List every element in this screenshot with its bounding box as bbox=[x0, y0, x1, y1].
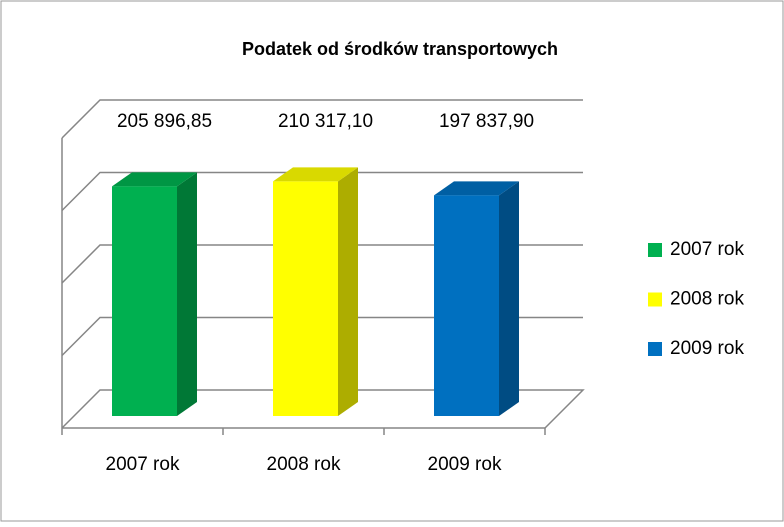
bar bbox=[273, 181, 338, 416]
bar-side bbox=[499, 181, 519, 416]
grid-line bbox=[61, 171, 583, 212]
legend-label: 2007 rok bbox=[670, 239, 744, 260]
legend-swatch bbox=[648, 243, 662, 257]
grid-line bbox=[61, 316, 583, 357]
data-label: 197 837,90 bbox=[439, 111, 534, 132]
legend-label: 2008 rok bbox=[670, 289, 744, 310]
bar-side bbox=[338, 167, 358, 416]
data-label: 205 896,85 bbox=[117, 111, 212, 132]
bar-side bbox=[177, 172, 197, 416]
legend-swatch bbox=[648, 292, 662, 307]
data-label: 210 317,10 bbox=[278, 111, 373, 132]
grid-line bbox=[61, 99, 583, 139]
bar-top bbox=[434, 181, 519, 196]
bar bbox=[112, 186, 177, 416]
chart-title: Podatek od środków transportowych bbox=[242, 39, 558, 59]
grid-line bbox=[61, 244, 583, 284]
bar-top bbox=[112, 172, 197, 187]
x-tick-label: 2007 rok bbox=[106, 454, 180, 475]
legend-swatch bbox=[648, 342, 662, 356]
bar bbox=[434, 195, 499, 416]
legend-label: 2009 rok bbox=[670, 338, 744, 359]
x-tick-label: 2009 rok bbox=[428, 454, 502, 475]
x-tick-label: 2008 rok bbox=[267, 454, 341, 475]
bar-top bbox=[273, 167, 358, 182]
